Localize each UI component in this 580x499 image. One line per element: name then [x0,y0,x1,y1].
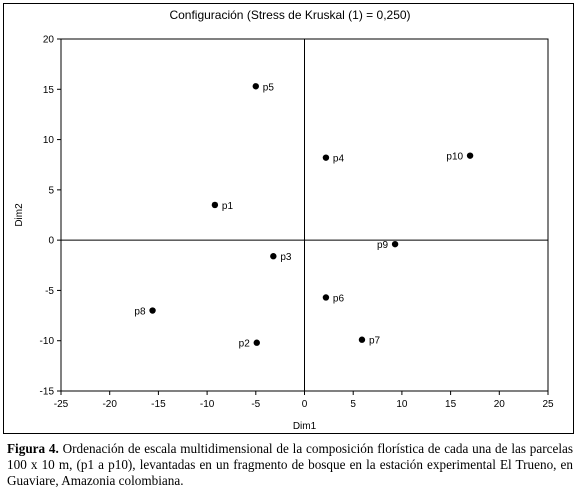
x-tick-label: 10 [396,399,408,410]
point-label-p8: p8 [134,307,146,318]
caption-text: Ordenación de escala multidimensional de… [7,441,573,488]
point-label-p2: p2 [239,339,251,350]
x-tick-label: -25 [54,399,69,410]
point-label-p5: p5 [263,82,275,93]
x-tick-label: -20 [102,399,117,410]
point-label-p4: p4 [333,154,345,165]
data-point-p6 [322,294,330,301]
x-axis-label: Dim1 [293,421,317,432]
y-tick-label: 20 [43,35,55,46]
x-tick-label: -5 [251,399,260,410]
point-label-p9: p9 [377,240,389,251]
data-point-p8 [149,307,156,314]
chart-title: Configuración (Stress de Kruskal (1) = 0… [169,8,410,22]
point-label-p7: p7 [369,336,381,347]
x-tick-label: -15 [151,399,166,410]
y-tick-label: 10 [43,135,55,146]
data-point-p1 [211,201,219,209]
y-tick-label: -5 [45,286,54,297]
x-tick-label: 5 [350,399,356,410]
y-axis-label: Dim2 [14,203,25,227]
point-label-p10: p10 [446,152,463,163]
data-point-p4 [322,154,330,161]
data-point-p5 [252,83,259,90]
point-label-p6: p6 [333,293,345,304]
scatter-chart: Configuración (Stress de Kruskal (1) = 0… [14,8,554,432]
x-tick-label: 25 [542,399,554,410]
zero-lines [61,39,548,391]
data-point-p2 [253,339,260,346]
data-point-p9 [391,240,399,248]
point-label-p1: p1 [222,201,234,212]
data-point-p7 [358,336,366,343]
caption-label: Figura 4. [7,441,59,456]
y-tick-label: 0 [48,236,54,247]
y-axis-ticks: -15 -10 -5 0 5 10 15 20 [40,35,61,398]
y-tick-label: 15 [43,85,55,96]
data-points: p1 p2 p3 p4 p5 p6 p7 p8 p9 p10 [134,82,474,350]
data-point-p10 [466,152,474,159]
figure-caption: Figura 4. Ordenación de escala multidime… [7,441,573,489]
data-point-p3 [270,253,277,260]
x-tick-label: 15 [445,399,457,410]
x-tick-label: -10 [200,399,215,410]
y-tick-label: 5 [48,185,54,196]
point-label-p3: p3 [280,252,292,263]
figure-frame [3,3,574,434]
y-tick-label: -10 [40,336,55,347]
x-tick-label: 20 [494,399,506,410]
x-tick-label: 0 [302,399,308,410]
x-axis-ticks: -25 -20 -15 -10 -5 0 5 10 15 20 25 [54,391,554,410]
y-tick-label: -15 [40,387,55,398]
